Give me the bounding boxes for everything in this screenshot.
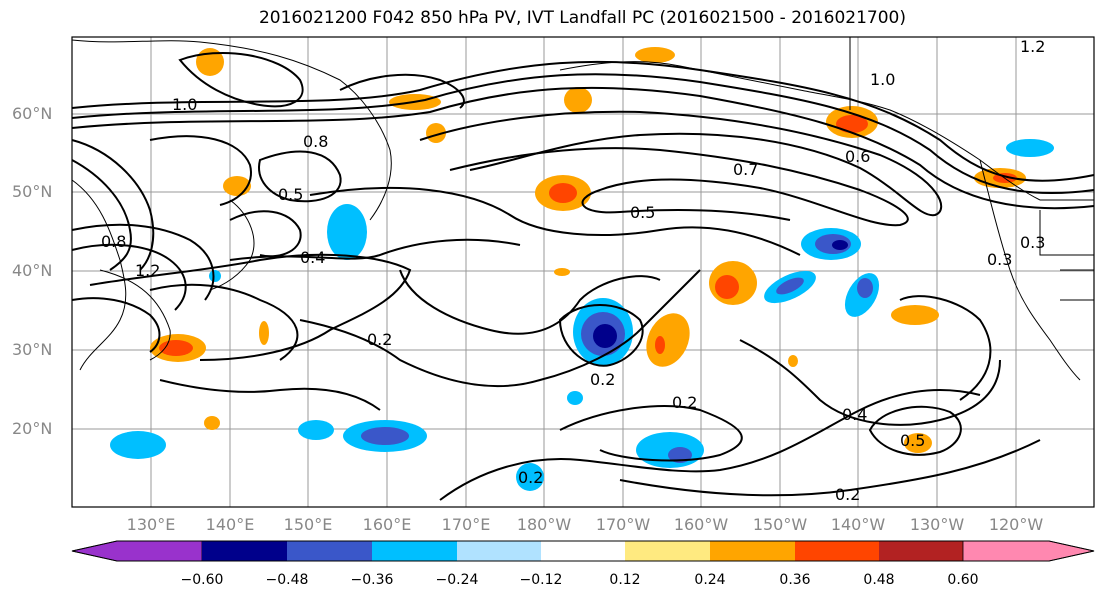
contour-label: 0.4 (300, 248, 325, 267)
contour-label: 0.8 (303, 132, 328, 151)
contour-label: 0.8 (101, 232, 126, 251)
colorbar-segment (962, 540, 1095, 562)
colorbar (71, 540, 1095, 562)
contour-label: 0.2 (672, 393, 697, 412)
lon-label: 140°E (205, 515, 255, 534)
pv-contours (71, 51, 1095, 501)
colorbar-tick-label: −0.24 (435, 572, 479, 588)
lon-label: 150°W (752, 515, 808, 534)
colorbar-segment (710, 541, 795, 561)
contour-label: 0.3 (987, 250, 1012, 269)
colorbar-segment (541, 541, 625, 561)
contour-label: 0.5 (900, 431, 925, 450)
colorbar-tick-label: 0.48 (863, 572, 895, 588)
contour-label: 0.2 (590, 370, 615, 389)
colorbar-segment (202, 541, 287, 561)
colorbar-segment (71, 540, 203, 562)
contour-label: 1.2 (135, 261, 160, 280)
colorbar-outline (71, 540, 1095, 562)
coastlines (71, 37, 1094, 381)
colorbar-tick-label: −0.48 (265, 572, 309, 588)
contour-label: 0.5 (630, 203, 655, 222)
lon-label: 130°W (909, 515, 965, 534)
colorbar-tick-label: 0.24 (694, 572, 726, 588)
contour-label: 0.5 (278, 185, 303, 204)
lon-label: 140°W (830, 515, 886, 534)
colorbar-segment (625, 541, 710, 561)
colorbar-tick-label: −0.12 (519, 572, 563, 588)
negative-anomaly-regions (110, 139, 1054, 491)
contour-label-group: 0.5 0.7 0.6 0.4 0.2 0.2 0.4 0.2 0.2 0.8 … (101, 37, 1045, 504)
positive-anomaly-regions (150, 47, 1026, 453)
colorbar-tick-label: 0.60 (947, 572, 979, 588)
contour-label: 0.2 (835, 485, 860, 504)
contour-label: 1.0 (870, 70, 895, 89)
contour-label: 0.3 (1020, 233, 1045, 252)
map-frame (71, 36, 1095, 508)
lat-label: 40°N (12, 261, 53, 280)
lon-label: 180°W (516, 515, 572, 534)
colorbar-tick-label: 0.12 (609, 572, 641, 588)
lat-label: 60°N (12, 104, 53, 123)
contour-label: 1.0 (172, 95, 197, 114)
colorbar-segment (795, 541, 879, 561)
colorbar-segment (287, 541, 372, 561)
colorbar-segment (879, 541, 963, 561)
lon-label: 130°E (126, 515, 176, 534)
colorbar-segment (372, 541, 457, 561)
lat-label: 20°N (12, 419, 53, 438)
contour-label: 0.4 (842, 405, 867, 424)
contour-label: 0.6 (845, 147, 870, 166)
contour-label: 0.2 (518, 468, 543, 487)
colorbar-tick-label: −0.36 (350, 572, 394, 588)
lat-label: 30°N (12, 340, 53, 359)
lon-label: 160°E (362, 515, 412, 534)
lon-label: 120°W (988, 515, 1044, 534)
map-title: 2016021200 F042 850 hPa PV, IVT Landfall… (258, 8, 906, 28)
lon-label: 170°W (595, 515, 651, 534)
contour-label: 0.2 (367, 330, 392, 349)
contour-label: 0.7 (733, 160, 758, 179)
lon-label: 160°W (673, 515, 729, 534)
contour-label: 1.2 (1020, 37, 1045, 56)
lat-label: 50°N (12, 182, 53, 201)
colorbar-tick-label: 0.36 (779, 572, 811, 588)
lon-label: 170°E (441, 515, 491, 534)
colorbar-segment (457, 541, 541, 561)
lon-label: 150°E (283, 515, 333, 534)
colorbar-tick-label: −0.60 (180, 572, 224, 588)
